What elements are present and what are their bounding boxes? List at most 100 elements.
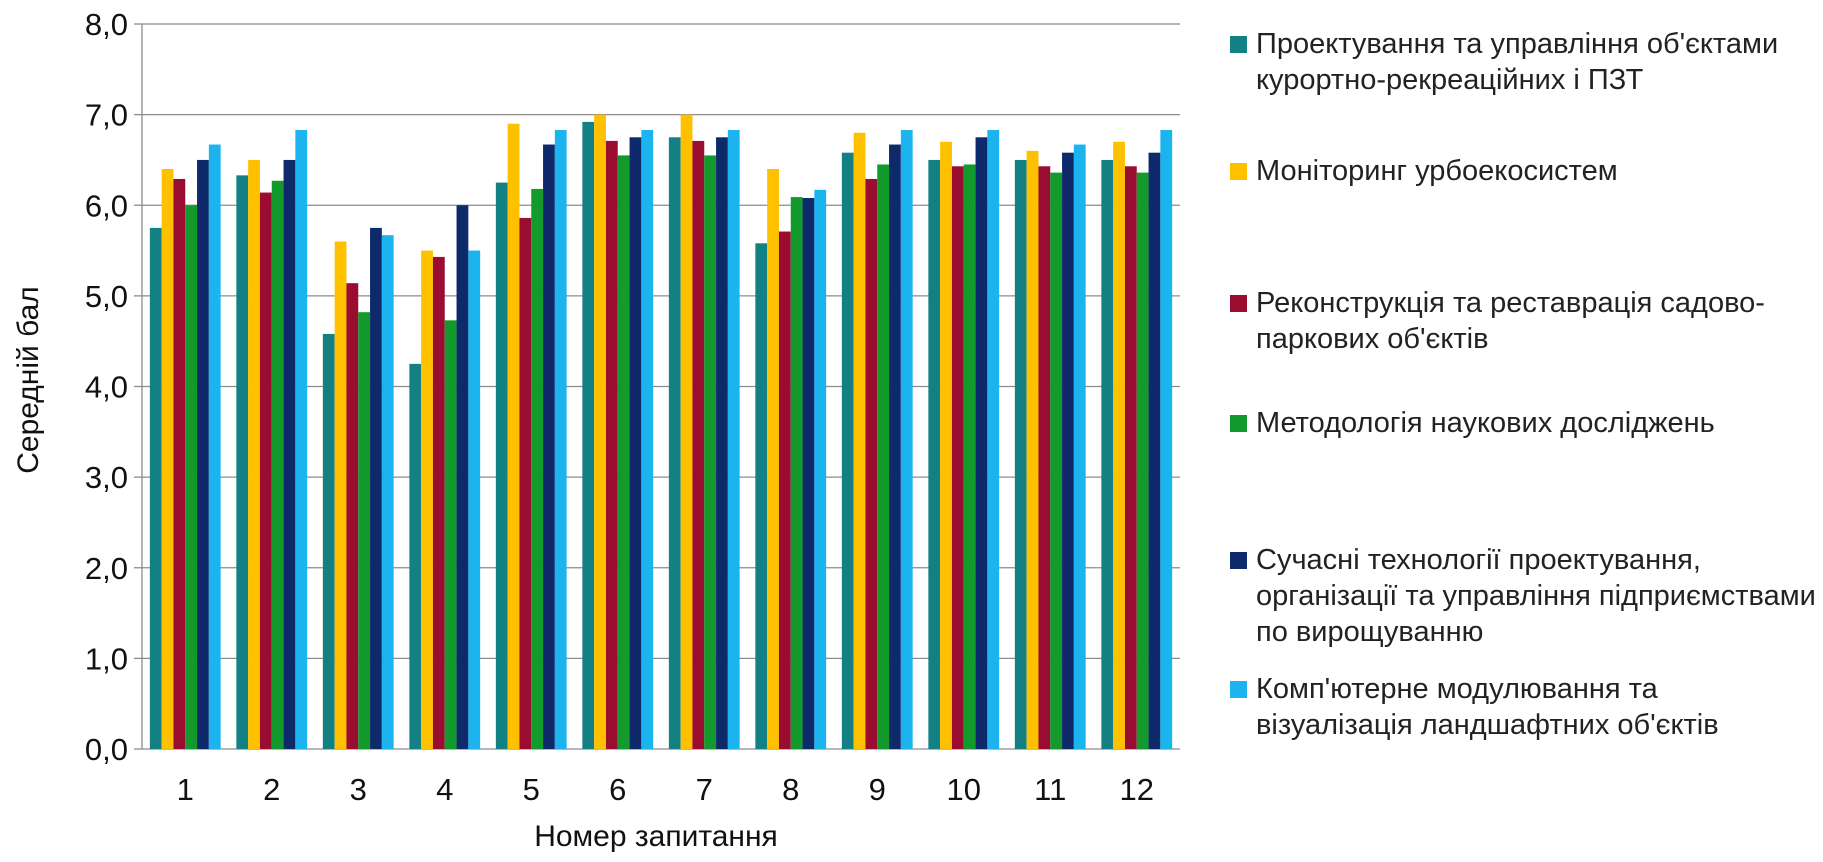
bar — [543, 144, 555, 749]
bar — [1101, 159, 1114, 749]
bar-chart: 0,01,02,03,04,05,06,07,08,0 1 2 3 4 5 6 7 8 9 10 1… — [12, 7, 1180, 853]
legend-item: Проектування та управління об'єктами кур… — [1230, 26, 1816, 98]
bar — [814, 189, 827, 749]
bar — [975, 137, 988, 749]
x-tick-label: 9 — [869, 772, 886, 807]
bar — [1062, 152, 1074, 749]
legend-label: Проектування та управління об'єктами кур… — [1256, 28, 1779, 96]
bar — [877, 164, 890, 749]
y-tick-label: 1,0 — [85, 641, 128, 676]
bar — [161, 169, 174, 749]
bar — [841, 152, 854, 749]
bar — [432, 256, 445, 749]
bar — [185, 205, 198, 749]
bar — [629, 137, 642, 749]
y-tick-label: 7,0 — [85, 98, 128, 133]
bar — [1113, 141, 1125, 749]
bar — [1136, 172, 1149, 749]
bar — [1124, 166, 1137, 749]
bar — [928, 159, 941, 749]
x-tick-label: 7 — [696, 772, 713, 807]
x-tick-label: 5 — [523, 772, 540, 807]
bar — [381, 235, 394, 749]
bar — [468, 250, 481, 749]
bar — [197, 159, 209, 749]
bar — [582, 121, 595, 749]
bar — [704, 155, 717, 749]
legend-label: Моніторинг урбоекосистем — [1256, 155, 1618, 187]
bar — [322, 333, 335, 749]
bar — [778, 231, 791, 749]
bar — [519, 217, 532, 749]
bar — [495, 182, 508, 749]
bar — [727, 130, 740, 749]
bar — [1050, 172, 1063, 749]
bar — [617, 155, 630, 749]
legend-item: Сучасні технології проектування, організ… — [1230, 542, 1816, 650]
bar — [334, 241, 347, 749]
bar — [507, 123, 520, 749]
bar — [271, 180, 284, 749]
bar — [692, 140, 705, 749]
bar — [865, 178, 878, 749]
x-tick-label: 11 — [1034, 772, 1066, 807]
x-tick-label: 3 — [350, 772, 367, 807]
legend: Проектування та управління об'єктами кур… — [1230, 0, 1820, 862]
bar — [1014, 159, 1027, 749]
bar — [248, 159, 260, 749]
bar — [963, 164, 976, 749]
bar — [802, 198, 815, 749]
bar — [259, 192, 272, 749]
bar — [767, 169, 779, 749]
legend-swatch — [1230, 681, 1247, 698]
y-tick-label: 2,0 — [85, 551, 128, 586]
bar — [531, 188, 544, 749]
x-tick-label: 8 — [782, 772, 799, 807]
legend-swatch — [1230, 415, 1247, 432]
legend-swatch — [1230, 295, 1247, 312]
bar — [889, 144, 901, 749]
bar — [680, 114, 693, 749]
bar — [149, 227, 162, 749]
legend-swatch — [1230, 36, 1247, 53]
bar — [208, 144, 221, 749]
x-tick-label: 1 — [177, 772, 194, 807]
bar — [755, 243, 768, 749]
x-tick-label: 2 — [263, 772, 280, 807]
y-tick-label: 0,0 — [85, 732, 128, 767]
y-tick-label: 5,0 — [85, 279, 128, 314]
bar — [554, 130, 567, 749]
bar — [940, 141, 952, 749]
bar — [346, 283, 359, 749]
grid-lines — [134, 23, 1180, 750]
legend-swatch — [1230, 552, 1247, 569]
bar — [853, 132, 866, 749]
legend-item: Реконструкція та реставрація садово-парк… — [1230, 285, 1816, 357]
bar — [987, 130, 1000, 749]
bar — [358, 312, 371, 749]
bar — [668, 137, 681, 749]
bar — [1038, 166, 1051, 749]
bar — [1148, 152, 1161, 749]
bar — [1026, 150, 1039, 749]
legend-label: Комп'ютерне модулювання та візуалізація … — [1256, 673, 1719, 741]
bars — [149, 114, 1173, 749]
bar — [421, 250, 433, 749]
bar — [370, 227, 382, 749]
bar — [173, 178, 186, 749]
x-tick-label: 12 — [1120, 772, 1154, 807]
bar — [456, 205, 469, 749]
y-tick-label: 3,0 — [85, 460, 128, 495]
legend-item: Комп'ютерне модулювання та візуалізація … — [1230, 671, 1816, 743]
bar — [594, 114, 606, 749]
bar — [283, 159, 296, 749]
y-axis-label: Середній бал — [12, 286, 45, 474]
legend-label: Методологія наукових досліджень — [1256, 407, 1715, 439]
x-tick-label: 10 — [947, 772, 981, 807]
x-tick-label: 6 — [609, 772, 626, 807]
y-tick-label: 6,0 — [85, 188, 128, 223]
x-tick-label: 4 — [436, 772, 453, 807]
bar — [951, 166, 964, 749]
y-tick-label: 4,0 — [85, 370, 128, 405]
y-tick-label: 8,0 — [85, 7, 128, 42]
